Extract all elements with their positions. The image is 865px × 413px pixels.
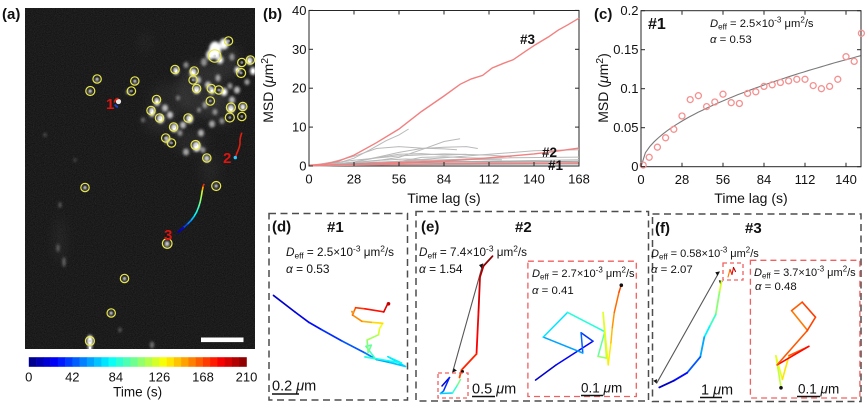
svg-text:Deff = 2.5×10-3 μm2/s: Deff = 2.5×10-3 μm2/s: [286, 244, 394, 261]
svg-text:(b): (b): [263, 6, 282, 23]
svg-text:#1: #1: [648, 16, 666, 33]
svg-text:1 μm: 1 μm: [701, 383, 733, 399]
svg-text:α = 0.53: α = 0.53: [286, 262, 330, 276]
svg-text:#2: #2: [542, 145, 557, 160]
svg-text:0.2 μm: 0.2 μm: [272, 379, 316, 395]
svg-text:168: 168: [192, 370, 214, 385]
svg-text:40: 40: [292, 3, 306, 18]
svg-text:30: 30: [292, 42, 306, 57]
svg-text:1: 1: [106, 96, 114, 113]
svg-text:42: 42: [65, 370, 79, 385]
svg-text:0.2: 0.2: [620, 3, 638, 18]
svg-text:#1: #1: [327, 219, 344, 236]
svg-text:0.1 μm: 0.1 μm: [581, 381, 622, 396]
svg-text:α = 2.07: α = 2.07: [651, 264, 693, 276]
svg-text:#2: #2: [515, 219, 532, 236]
svg-text:0.15: 0.15: [613, 42, 638, 57]
svg-text:Time lag (s): Time lag (s): [407, 190, 480, 206]
svg-text:Deff = 0.58×10-3 μm2/s: Deff = 0.58×10-3 μm2/s: [651, 246, 759, 262]
svg-text:84: 84: [109, 370, 123, 385]
svg-text:Deff = 3.7×10-3 μm2/s: Deff = 3.7×10-3 μm2/s: [754, 265, 856, 281]
svg-text:168: 168: [568, 172, 590, 187]
svg-text:0: 0: [305, 172, 312, 187]
svg-text:112: 112: [479, 172, 500, 187]
svg-text:(f): (f): [655, 220, 670, 237]
svg-text:(e): (e): [421, 219, 439, 236]
svg-text:84: 84: [437, 172, 451, 187]
svg-text:28: 28: [347, 172, 361, 187]
svg-text:α = 0.53: α = 0.53: [710, 34, 752, 46]
svg-text:0: 0: [25, 370, 32, 385]
svg-text:0: 0: [637, 172, 644, 187]
svg-text:α = 0.41: α = 0.41: [532, 285, 574, 297]
svg-text:Deff = 7.4×10-3 μm2/s: Deff = 7.4×10-3 μm2/s: [419, 244, 527, 261]
svg-text:28: 28: [675, 172, 689, 187]
svg-text:56: 56: [716, 172, 730, 187]
svg-text:(a): (a): [2, 6, 20, 23]
svg-text:112: 112: [795, 172, 816, 187]
svg-text:(c): (c): [594, 6, 612, 23]
svg-text:(d): (d): [272, 219, 291, 236]
svg-text:126: 126: [149, 370, 171, 385]
svg-text:#3: #3: [520, 32, 536, 47]
svg-text:0: 0: [299, 159, 306, 174]
svg-text:0.5 μm: 0.5 μm: [472, 382, 516, 398]
svg-text:α = 0.48: α = 0.48: [755, 281, 797, 293]
svg-text:140: 140: [835, 172, 857, 187]
svg-text:84: 84: [757, 172, 771, 187]
svg-text:Deff = 2.7×10-3 μm2/s: Deff = 2.7×10-3 μm2/s: [532, 266, 635, 282]
svg-text:#1: #1: [548, 158, 564, 173]
svg-text:#3: #3: [745, 220, 762, 237]
svg-text:Time (s): Time (s): [113, 385, 162, 400]
svg-text:3: 3: [164, 227, 172, 244]
svg-text:20: 20: [292, 81, 306, 96]
svg-text:MSD (μm2): MSD (μm2): [259, 53, 276, 123]
svg-text:MSD (μm2): MSD (μm2): [594, 53, 611, 123]
svg-text:210: 210: [236, 370, 258, 385]
svg-text:Time lag (s): Time lag (s): [714, 190, 787, 206]
svg-text:α = 1.54: α = 1.54: [419, 262, 463, 276]
svg-text:Deff = 2.5×10-3 μm2/s: Deff = 2.5×10-3 μm2/s: [710, 16, 814, 32]
svg-text:140: 140: [523, 172, 545, 187]
svg-text:2: 2: [223, 150, 231, 167]
svg-text:0.1 μm: 0.1 μm: [798, 382, 839, 397]
svg-text:0: 0: [631, 159, 638, 174]
svg-text:0.1: 0.1: [620, 81, 638, 96]
svg-text:56: 56: [392, 172, 406, 187]
svg-text:0.05: 0.05: [613, 120, 638, 135]
svg-text:10: 10: [292, 120, 306, 135]
